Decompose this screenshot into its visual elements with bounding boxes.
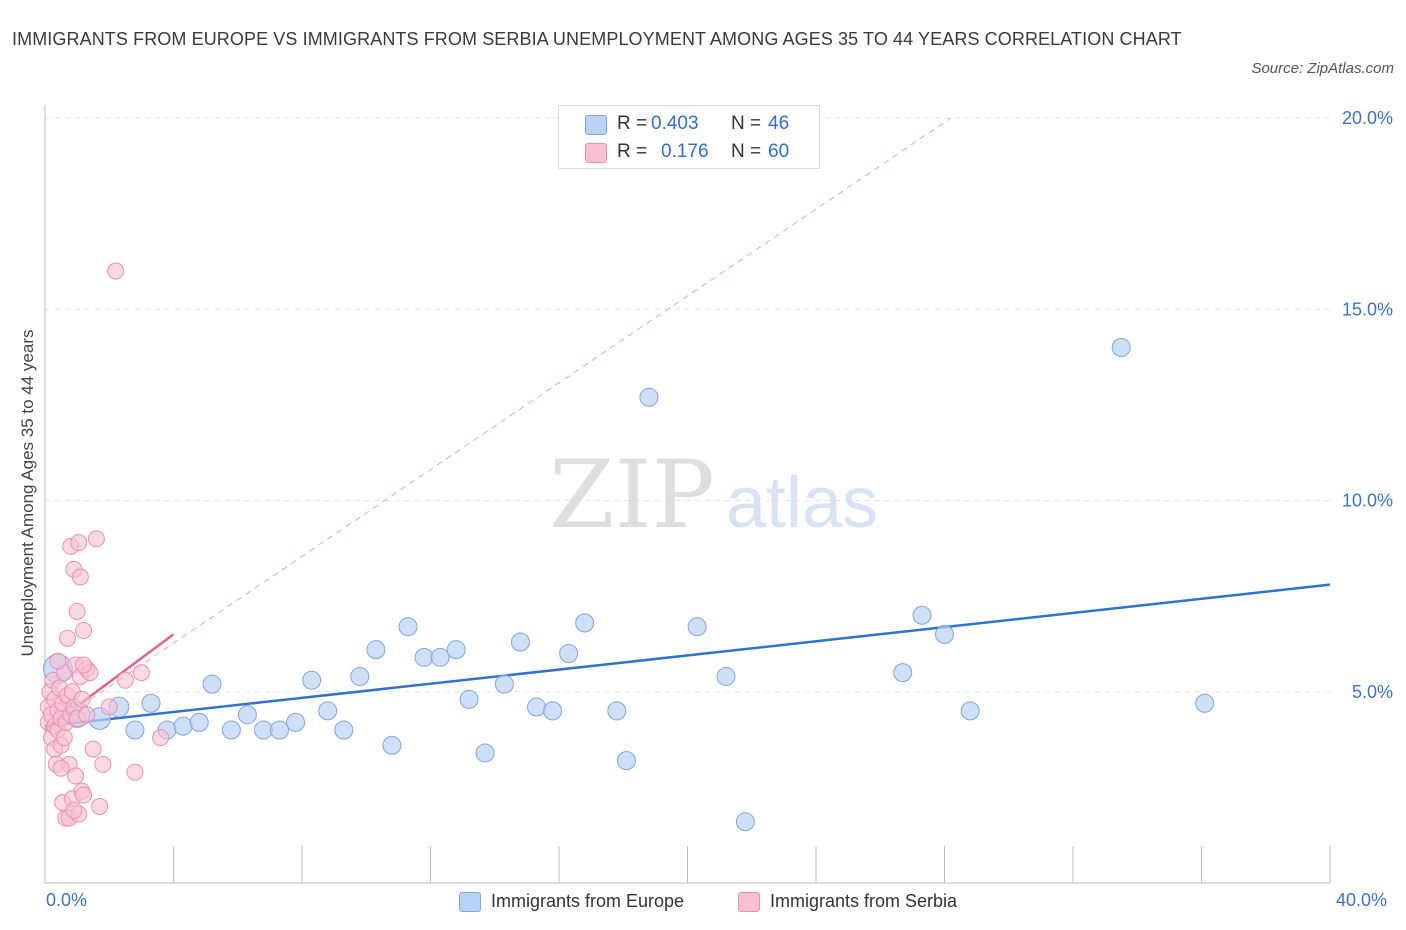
serbia-point [71, 568, 89, 586]
europe-point [270, 720, 290, 740]
europe-point [302, 670, 322, 690]
y-tick-label: 10.0% [1342, 491, 1393, 511]
europe-point [366, 640, 386, 660]
europe-point [616, 751, 636, 771]
series-legend: Immigrants from Europe Immigrants from S… [0, 890, 1406, 916]
europe-point [494, 674, 514, 694]
europe-point [430, 647, 450, 667]
europe-swatch [585, 115, 607, 135]
europe-point [716, 666, 736, 686]
serbia-point [52, 759, 70, 777]
europe-point [141, 693, 161, 713]
points-layer [39, 262, 1215, 832]
x-tick-max: 40.0% [1336, 890, 1388, 910]
europe-point [912, 605, 932, 625]
europe-point [893, 663, 913, 683]
x-tick-min: 0.0% [46, 890, 88, 910]
europe-point [334, 720, 354, 740]
europe-point [125, 720, 145, 740]
legend-label-serbia: Immigrants from Serbia [770, 891, 958, 911]
europe-trend-line [44, 583, 1331, 728]
n-label: N = [731, 113, 762, 134]
europe-point [510, 632, 530, 652]
n-label: N = [731, 141, 762, 162]
europe-point [559, 644, 579, 663]
europe-point [1195, 693, 1215, 713]
europe-point [1111, 338, 1131, 357]
europe-point [221, 720, 241, 740]
serbia-point [100, 698, 118, 716]
europe-point [639, 387, 659, 407]
serbia-point [73, 690, 91, 708]
serbia-point [75, 622, 93, 640]
axes-layer [44, 105, 1331, 884]
chart-title: IMMIGRANTS FROM EUROPE VS IMMIGRANTS FRO… [12, 29, 1182, 49]
y-tick-label: 5.0% [1352, 682, 1393, 702]
europe-point [202, 674, 222, 694]
grid-layer [45, 117, 1330, 693]
serbia-point [94, 755, 112, 773]
serbia-point [49, 652, 67, 670]
serbia-trend-extension [44, 117, 952, 731]
europe-point [543, 701, 563, 721]
europe-point [237, 705, 257, 725]
serbia-point [116, 671, 134, 689]
serbia-point [107, 262, 125, 280]
europe-point [446, 640, 466, 660]
serbia-swatch [738, 892, 760, 912]
serbia-point [87, 530, 105, 548]
serbia-point [68, 602, 86, 620]
n-value: 46 [768, 113, 790, 134]
europe-point [286, 712, 306, 732]
europe-point [253, 720, 273, 740]
europe-point [687, 617, 707, 637]
europe-point [459, 689, 479, 709]
n-value: 60 [768, 141, 790, 162]
source-label: Source: ZipAtlas.com [1251, 60, 1394, 77]
serbia-point [55, 729, 73, 747]
europe-point [382, 735, 402, 755]
serbia-point [84, 740, 102, 758]
correlation-legend: R = 0.403 N = 46 R = 0.176 N = 60 [558, 105, 820, 169]
r-value: 0.403 [651, 113, 699, 134]
y-tick-label: 20.0% [1342, 108, 1393, 128]
europe-swatch [459, 892, 481, 912]
europe-point [735, 812, 755, 832]
r-label: R = [617, 141, 648, 162]
serbia-point [152, 729, 170, 747]
watermark-atlas: atlas [726, 463, 878, 543]
europe-point [189, 712, 209, 732]
europe-point [527, 697, 547, 717]
serbia-point [70, 534, 88, 552]
serbia-point [126, 763, 144, 781]
serbia-point [75, 656, 93, 674]
legend-label-europe: Immigrants from Europe [491, 891, 685, 911]
europe-point [607, 701, 627, 721]
r-label: R = [617, 113, 648, 134]
watermark-zip: ZIP [549, 441, 715, 550]
watermark: ZIP atlas [549, 441, 878, 550]
serbia-point [65, 801, 83, 819]
europe-point [960, 701, 980, 721]
serbia-point [75, 786, 93, 804]
europe-point [350, 666, 370, 686]
europe-point [935, 624, 954, 644]
r-value: 0.176 [661, 141, 709, 162]
serbia-swatch [585, 143, 607, 163]
y-tick-label: 15.0% [1342, 299, 1393, 319]
serbia-point [132, 664, 150, 682]
europe-point [398, 617, 418, 637]
europe-point [575, 613, 595, 633]
serbia-point [91, 798, 109, 815]
europe-point [318, 701, 338, 721]
serbia-point [67, 767, 85, 785]
serbia-point [58, 629, 76, 647]
serbia-point [78, 706, 96, 724]
europe-point [414, 647, 434, 667]
y-tick-labels: 5.0% 10.0% 15.0% 20.0% [1342, 108, 1393, 702]
trend-layer [44, 117, 1331, 732]
europe-point [475, 743, 495, 763]
europe-point [173, 716, 193, 736]
